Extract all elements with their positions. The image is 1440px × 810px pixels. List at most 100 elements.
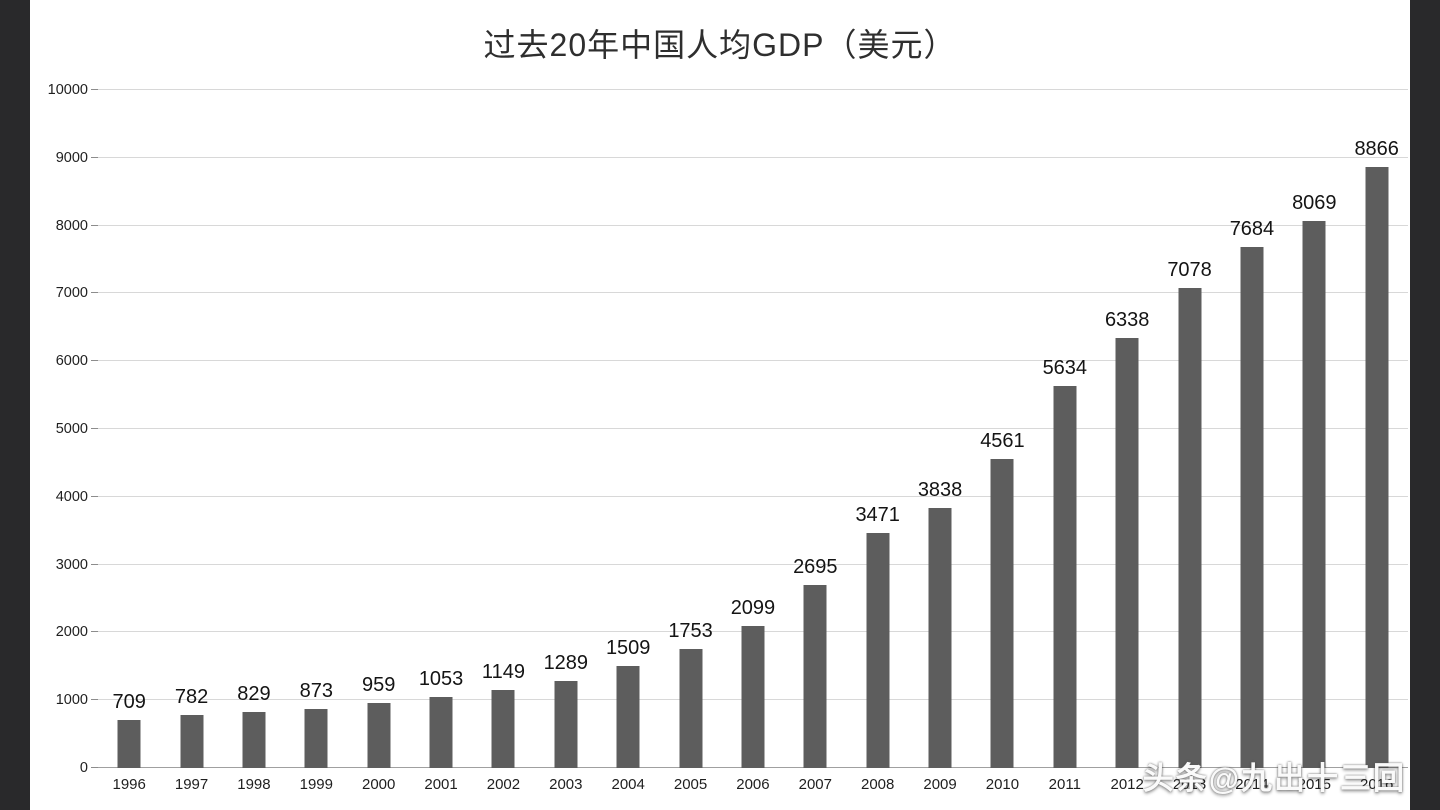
bar-slot: 2695 2007 <box>784 90 846 793</box>
axis-tick <box>91 495 98 497</box>
axis-tick <box>91 699 98 701</box>
bar-value-label: 829 <box>237 682 271 705</box>
bar-value-label: 709 <box>112 690 146 713</box>
bar-value-label: 8069 <box>1292 191 1337 214</box>
bar-value-label: 873 <box>299 679 333 702</box>
gridline <box>98 360 1408 362</box>
bar <box>491 690 515 768</box>
bar-slot: 8069 2015 <box>1283 90 1345 793</box>
bar-value-label: 7684 <box>1229 218 1275 241</box>
x-axis-label: 2013 <box>1172 776 1207 793</box>
bar-slot: 1289 2003 <box>535 90 597 793</box>
x-axis-label: 2009 <box>923 776 957 793</box>
bar-value-label: 959 <box>362 673 396 696</box>
axis-tick <box>91 292 98 294</box>
bar <box>866 532 890 768</box>
bar <box>1302 220 1326 768</box>
bar <box>367 702 391 768</box>
x-axis-label: 2014 <box>1235 776 1269 793</box>
chart-canvas: 过去20年中国人均GDP（美元） 0 1000 2000 3000 4000 5000 60… <box>30 0 1410 810</box>
bar-value-label: 1509 <box>605 636 651 659</box>
x-axis-label: 2006 <box>736 776 770 793</box>
bar-slot: 1053 2001 <box>410 90 472 793</box>
bars: 709 1996 782 1997 829 1998 873 1999 959 2000 1053 2… <box>98 90 1408 793</box>
axis-tick <box>91 631 98 633</box>
bar-value-label: 4561 <box>980 429 1025 452</box>
axis-tick <box>91 428 98 429</box>
bar-value-label: 6338 <box>1104 309 1150 332</box>
x-axis-label: 2011 <box>1048 776 1081 793</box>
y-axis-label: 7000 <box>55 285 88 302</box>
bar-slot: 7684 2014 <box>1221 90 1283 793</box>
bar-value-label: 3838 <box>917 478 963 501</box>
bar <box>304 708 328 768</box>
bar-slot: 1509 2004 <box>597 90 659 793</box>
x-axis-label: 1998 <box>237 776 271 793</box>
axis-tick <box>91 360 98 362</box>
bar <box>180 714 204 768</box>
bar-slot: 709 1996 <box>98 90 160 793</box>
bar-value-label: 1053 <box>418 667 464 690</box>
gridline <box>98 89 1408 90</box>
bar <box>554 680 578 768</box>
bar-slot: 3471 2008 <box>847 90 909 793</box>
y-axis: 0 1000 2000 3000 4000 5000 6000 7000 8000 9000 100… <box>30 82 88 776</box>
plot-area: 709 1996 782 1997 829 1998 873 1999 959 2000 1053 2… <box>91 89 1408 793</box>
y-axis-label: 9000 <box>55 149 88 166</box>
bar <box>117 719 141 768</box>
x-axis-label: 2000 <box>362 776 396 793</box>
gridline <box>98 156 1408 158</box>
bar-value-label: 7078 <box>1167 259 1212 282</box>
x-axis-label: 2004 <box>611 776 645 793</box>
y-axis-label: 0 <box>79 760 88 776</box>
x-axis-label: 2005 <box>673 776 708 793</box>
bar <box>1240 247 1264 768</box>
x-axis-label: 2003 <box>549 776 583 793</box>
bar-value-label: 2099 <box>730 596 776 619</box>
x-axis-label: 2008 <box>861 776 895 793</box>
bar-slot: 4561 2010 <box>971 90 1033 793</box>
bar <box>679 649 703 768</box>
axis-tick <box>91 767 98 768</box>
bar-slot: 1149 2002 <box>472 90 534 793</box>
bar <box>741 625 765 768</box>
bar-value-label: 2695 <box>793 556 838 579</box>
bar <box>990 458 1014 768</box>
gridline <box>98 428 1408 429</box>
bar <box>928 507 952 768</box>
axis-tick <box>91 563 98 565</box>
x-axis-label: 2010 <box>985 776 1020 793</box>
bar <box>616 665 640 768</box>
bar <box>1365 166 1389 768</box>
bar-slot: 8866 2016 <box>1346 90 1408 793</box>
gridline <box>98 292 1408 294</box>
bar-slot: 3838 2009 <box>909 90 971 793</box>
bar-slot: 829 1998 <box>223 90 285 793</box>
y-axis-label: 4000 <box>55 488 88 505</box>
bar-slot: 782 1997 <box>160 90 222 793</box>
watermark: 头条@九出十三回 <box>1142 761 1406 796</box>
bar-value-label: 5634 <box>1042 357 1088 380</box>
axis-tick <box>91 89 98 90</box>
y-axis-label: 8000 <box>55 217 88 234</box>
bar-slot: 7078 2013 <box>1158 90 1220 793</box>
bar <box>429 696 453 768</box>
bar <box>1053 386 1077 768</box>
x-axis-label: 2012 <box>1110 776 1144 793</box>
bar-value-label: 8866 <box>1354 137 1399 160</box>
bar-slot: 1753 2005 <box>659 90 721 793</box>
y-axis-label: 10000 <box>47 82 88 98</box>
y-axis-label: 6000 <box>55 353 88 370</box>
x-axis-label: 2015 <box>1297 776 1331 793</box>
chart-title: 过去20年中国人均GDP（美元） <box>483 27 957 63</box>
bar-slot: 6338 2012 <box>1096 90 1158 793</box>
x-axis-label: 2007 <box>798 776 832 793</box>
x-axis-label: 2001 <box>424 776 458 793</box>
x-axis-label: 2002 <box>486 776 521 793</box>
axis-tick <box>91 156 98 158</box>
gridline <box>98 563 1408 565</box>
y-axis-label: 2000 <box>55 624 88 641</box>
bar <box>1115 338 1139 768</box>
bar-slot: 959 2000 <box>348 90 410 793</box>
